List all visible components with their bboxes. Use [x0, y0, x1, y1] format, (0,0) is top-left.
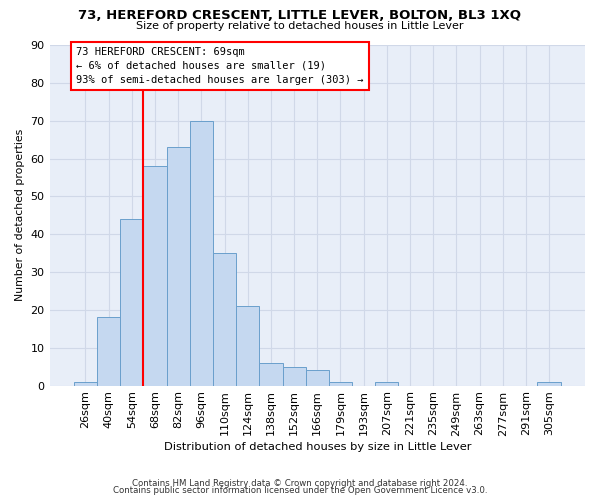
Bar	[213, 253, 236, 386]
Text: 73 HEREFORD CRESCENT: 69sqm
← 6% of detached houses are smaller (19)
93% of semi: 73 HEREFORD CRESCENT: 69sqm ← 6% of deta…	[76, 47, 364, 85]
Bar	[329, 382, 352, 386]
Bar	[305, 370, 329, 386]
Bar	[375, 382, 398, 386]
Bar	[283, 366, 305, 386]
Bar	[236, 306, 259, 386]
Bar	[259, 363, 283, 386]
Bar	[538, 382, 560, 386]
Bar	[97, 318, 120, 386]
Bar	[190, 120, 213, 386]
Bar	[143, 166, 167, 386]
Text: Contains HM Land Registry data © Crown copyright and database right 2024.: Contains HM Land Registry data © Crown c…	[132, 478, 468, 488]
Y-axis label: Number of detached properties: Number of detached properties	[15, 129, 25, 302]
Bar	[74, 382, 97, 386]
Bar	[120, 219, 143, 386]
Text: 73, HEREFORD CRESCENT, LITTLE LEVER, BOLTON, BL3 1XQ: 73, HEREFORD CRESCENT, LITTLE LEVER, BOL…	[79, 9, 521, 22]
X-axis label: Distribution of detached houses by size in Little Lever: Distribution of detached houses by size …	[164, 442, 471, 452]
Bar	[167, 147, 190, 386]
Text: Contains public sector information licensed under the Open Government Licence v3: Contains public sector information licen…	[113, 486, 487, 495]
Text: Size of property relative to detached houses in Little Lever: Size of property relative to detached ho…	[136, 21, 464, 31]
